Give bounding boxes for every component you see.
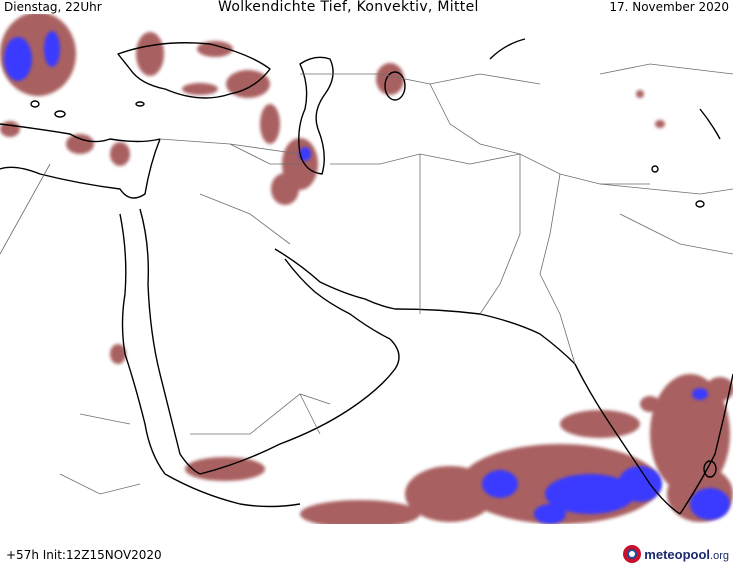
logo-name: meteopool <box>644 546 711 562</box>
meteopool-logo-icon <box>623 545 642 563</box>
logo-tld: .org <box>710 549 729 562</box>
valid-date-label: 17. November 2020 <box>609 0 729 14</box>
weather-map <box>0 14 733 524</box>
coastlines <box>0 38 733 515</box>
meteopool-logo-text: meteopool.org <box>644 547 729 562</box>
map-title: Wolkendichte Tief, Konvektiv, Mittel <box>218 0 479 15</box>
cloud-layer-convective <box>4 31 730 524</box>
model-run-label: +57h Init:12Z15NOV2020 <box>6 548 162 562</box>
political-borders <box>0 63 733 495</box>
cloud-layer-low-mid <box>0 14 733 524</box>
meteopool-logo[interactable]: meteopool.org <box>623 544 729 564</box>
valid-time-label: Dienstag, 22Uhr <box>4 0 102 14</box>
